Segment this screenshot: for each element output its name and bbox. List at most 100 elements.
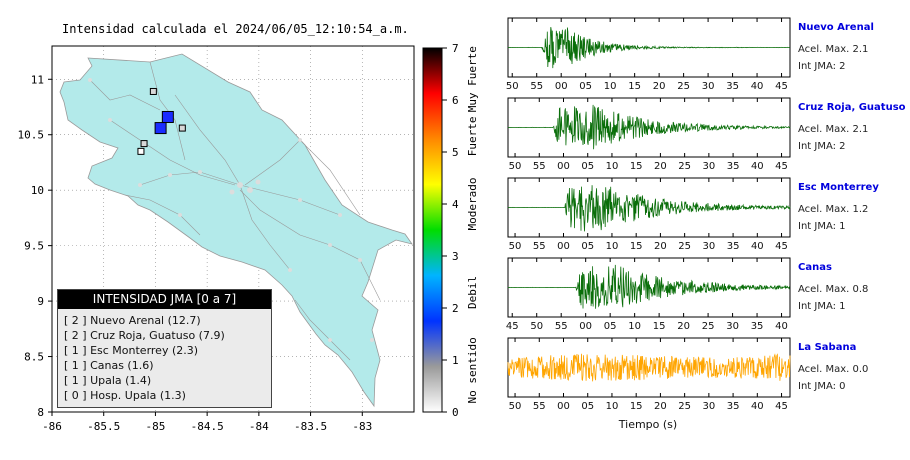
seismogram-tick-label: 00 — [555, 81, 568, 92]
seismogram-tick-label: 45 — [775, 161, 788, 172]
map-x-tick-label: -83.5 — [294, 420, 327, 433]
seismogram-tick-label: 40 — [751, 81, 764, 92]
legend-list: [ 2 ] Nuevo Arenal (12.7) [ 2 ] Cruz Roja… — [58, 309, 271, 403]
seismogram-panel: 50 55 00 05 10 15 20 25 30 35 40 45 — [506, 17, 791, 92]
map-x-tick-label: -84 — [249, 420, 269, 433]
map-x-tick-label: -84.5 — [191, 420, 224, 433]
station-jma-intensity: Int JMA: 2 — [798, 141, 846, 152]
seismogram-tick-label: 25 — [678, 161, 691, 172]
colorbar-category-label: No sentido — [466, 337, 479, 403]
seismogram-tick-label: 50 — [509, 241, 522, 252]
station-markers — [137, 87, 186, 155]
seismogram-panel: 45 50 55 00 05 10 15 20 25 30 35 40 — [506, 257, 791, 332]
seismogram-tick-label: 55 — [533, 241, 546, 252]
station-max-acceleration: Acel. Max. 2.1 — [798, 124, 869, 135]
seismogram-tick-label: 40 — [751, 161, 764, 172]
station-name: Nuevo Arenal — [798, 22, 874, 33]
map-title: Intensidad calculada el 2024/06/05_12:10… — [62, 22, 409, 36]
map-x-tick-label: -83 — [352, 420, 372, 433]
seismogram-trace — [508, 104, 791, 150]
colorbar-tick-label: 7 — [452, 42, 459, 55]
seismogram-tick-label: 00 — [557, 161, 570, 172]
station-jma-intensity: Int JMA: 1 — [798, 301, 846, 312]
seismogram-tick-label: 20 — [654, 241, 667, 252]
seismogram-tick-label: 45 — [506, 321, 519, 332]
colorbar-tick-label: 0 — [452, 406, 459, 419]
map-x-tick-label: -86 — [42, 420, 62, 433]
legend-item: [ 0 ] Hosp. Upala (1.3) — [64, 389, 186, 402]
seismogram-tick-label: 30 — [702, 81, 715, 92]
seismogram-tick-label: 40 — [751, 401, 764, 412]
seismogram-tick-label: 30 — [726, 321, 739, 332]
station-max-acceleration: Acel. Max. 0.0 — [798, 364, 869, 375]
station-jma-intensity: Int JMA: 0 — [798, 381, 846, 392]
seismogram-tick-label: 05 — [579, 81, 592, 92]
seismogram-tick-label: 50 — [506, 81, 519, 92]
seismogram-tick-label: 15 — [630, 241, 643, 252]
seismogram-tick-label: 55 — [530, 81, 543, 92]
map-x-tick-label: -85.5 — [87, 420, 120, 433]
station-info: Esc Monterrey Acel. Max. 1.2 Int JMA: 1 — [798, 182, 879, 232]
seismogram-trace — [507, 353, 791, 382]
station-jma-intensity: Int JMA: 1 — [798, 221, 846, 232]
seismogram-tick-label: 50 — [530, 321, 543, 332]
seismogram-tick-label: 10 — [606, 241, 619, 252]
map-y-tick-label: 10 — [31, 184, 44, 197]
seismogram-tick-label: 00 — [557, 401, 570, 412]
colorbar-category-label: Fuerte — [466, 117, 479, 157]
seismogram-trace — [507, 264, 790, 309]
colorbar-tick-label: 2 — [452, 302, 459, 315]
seismogram-tick-label: 10 — [628, 321, 641, 332]
map-y-tick-label: 9 — [37, 295, 44, 308]
station-info: Cruz Roja, Guatuso Acel. Max. 2.1 Int JMA:… — [798, 102, 906, 152]
station-marker — [137, 147, 145, 155]
intensity-legend: INTENSIDAD JMA [0 a 7] [ 2 ] Nuevo Arena… — [57, 289, 272, 408]
seismogram-trace — [507, 27, 790, 69]
map-x-axis: -86 -85.5 -85 -84.5 -84 -83.5 -83 — [42, 412, 372, 433]
seismogram-tick-label: 30 — [702, 401, 715, 412]
station-max-acceleration: Acel. Max. 2.1 — [798, 44, 869, 55]
legend-item: [ 1 ] Esc Monterrey (2.3) — [64, 344, 199, 357]
seismogram-tick-label: 35 — [727, 401, 740, 412]
station-marker — [154, 122, 167, 135]
seismogram-tick-label: 15 — [653, 321, 666, 332]
seismogram-tick-label: 05 — [581, 401, 594, 412]
station-jma-intensity: Int JMA: 2 — [798, 61, 846, 72]
map-y-tick-label: 10.5 — [18, 129, 45, 142]
map-y-axis: 11 10.5 10 9.5 9 8.5 8 — [18, 73, 52, 419]
station-marker — [140, 140, 148, 148]
seismogram-tick-label: 20 — [654, 161, 667, 172]
map-y-tick-label: 9.5 — [24, 240, 44, 253]
seismogram-tick-label: 05 — [581, 241, 594, 252]
intensity-colorbar: 0 1 2 3 4 5 6 7 No sentido Debil Moderado Fuerte Mu… — [422, 42, 479, 419]
station-marker — [161, 110, 174, 123]
legend-item: [ 2 ] Nuevo Arenal (12.7) — [64, 314, 201, 327]
seismogram-tick-label: 10 — [604, 81, 617, 92]
seismogram-tick-label: 10 — [606, 161, 619, 172]
colorbar-tick-label: 4 — [452, 198, 459, 211]
seismogram-tick-label: 30 — [702, 241, 715, 252]
colorbar-tick-label: 6 — [452, 94, 459, 107]
seismogram-tick-label: 25 — [702, 321, 715, 332]
seismogram-panels: 50 55 00 05 10 15 20 25 30 35 40 45 50 55 00 05 10 15 20 25… — [506, 17, 791, 412]
seismogram-x-label: Tiempo (s) — [618, 418, 677, 431]
station-info: Nuevo Arenal Acel. Max. 2.1 Int JMA: 2 — [798, 22, 874, 72]
seismogram-tick-label: 35 — [726, 81, 739, 92]
station-name: Cruz Roja, Guatuso — [798, 102, 906, 113]
colorbar-category-label: Moderado — [466, 178, 479, 231]
colorbar-category-label: Debil — [466, 276, 479, 309]
seismogram-tick-label: 25 — [678, 241, 691, 252]
station-marker — [149, 87, 157, 95]
seismogram-tick-label: 55 — [555, 321, 568, 332]
seismogram-tick-label: 05 — [581, 161, 594, 172]
seismogram-tick-label: 45 — [775, 241, 788, 252]
seismogram-tick-label: 35 — [727, 241, 740, 252]
seismogram-panel: 50 55 00 05 10 15 20 25 30 35 40 45 — [507, 337, 791, 412]
station-max-acceleration: Acel. Max. 0.8 — [798, 284, 869, 295]
map-x-tick-label: -85 — [145, 420, 165, 433]
seismogram-tick-label: 15 — [628, 81, 641, 92]
seismogram-tick-label: 10 — [606, 401, 619, 412]
station-max-acceleration: Acel. Max. 1.2 — [798, 204, 869, 215]
colorbar-tick-label: 1 — [452, 354, 459, 367]
